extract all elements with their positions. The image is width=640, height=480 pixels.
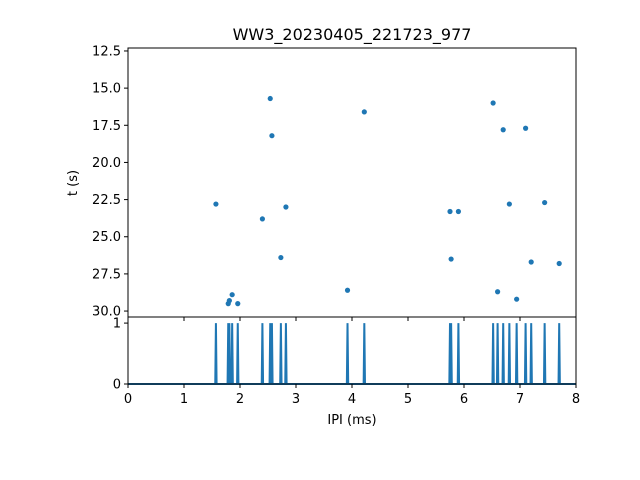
pulse-x-tick-label: 2 (236, 392, 244, 407)
scatter-y-tick-label: 17.5 (92, 119, 121, 134)
scatter-point (495, 289, 501, 295)
scatter-point (269, 133, 275, 139)
scatter-y-tick-label: 12.5 (92, 44, 121, 59)
scatter-point (500, 127, 506, 133)
scatter-y-tick-label: 20.0 (92, 156, 121, 171)
pulse-y-ticks: 01 (113, 317, 128, 393)
scatter-y-axis-label: t (s) (66, 170, 81, 196)
scatter-point (506, 201, 512, 207)
scatter-point (528, 259, 534, 265)
pulse-x-tick-label: 3 (292, 392, 300, 407)
scatter-point (267, 95, 273, 102)
pulse-x-axis-label: IPI (ms) (327, 413, 376, 428)
scatter-point (229, 292, 235, 298)
pulse-plot-frame (127, 316, 577, 385)
scatter-y-tick-label: 27.5 (92, 267, 121, 282)
scatter-point (448, 256, 454, 262)
scatter-y-tick-label: 22.5 (92, 193, 121, 208)
scatter-point (556, 260, 562, 267)
pulse-y-tick-label: 1 (113, 317, 121, 332)
scatter-y-tick-label: 25.0 (92, 230, 121, 245)
scatter-point (278, 254, 284, 261)
scatter-y-tick-label: 30.0 (92, 305, 121, 320)
scatter-point (542, 199, 548, 206)
scatter-point (235, 301, 241, 307)
scatter-point (514, 296, 520, 302)
pulse-x-tick-label: 5 (404, 392, 412, 407)
scatter-point (213, 201, 219, 207)
pulse-x-tick-label: 1 (180, 392, 188, 407)
pulse-x-tick-label: 7 (516, 392, 524, 407)
scatter-y-ticks: 12.5 15.0 17.5 20.0 22.5 25.0 27.5 30.0 (92, 44, 128, 320)
scatter-point (490, 100, 496, 106)
chart-title: WW3_20230405_221723_977 (233, 25, 472, 45)
pulse-x-tick-label: 6 (460, 392, 468, 407)
scatter-panel: WW3_20230405_221723_977 12.5 15.0 17.5 20.0… (66, 25, 577, 321)
scatter-point (447, 208, 453, 215)
scatter-point (455, 208, 461, 215)
scatter-point (283, 204, 289, 210)
scatter-y-tick-label: 15.0 (92, 82, 121, 97)
scatter-point (226, 298, 232, 304)
pulse-x-ticks: 0 1 2 3 4 5 6 7 8 (124, 384, 580, 407)
scatter-point (523, 125, 529, 131)
scatter-point (344, 287, 351, 293)
pulse-y-tick-label: 0 (113, 378, 121, 393)
pulse-x-tick-label: 4 (348, 392, 356, 407)
scatter-point (259, 216, 265, 222)
pulse-x-tick-label: 8 (572, 392, 580, 407)
scatter-point (361, 109, 367, 115)
scatter-points (213, 95, 562, 307)
pulse-x-tick-label: 0 (124, 392, 132, 407)
